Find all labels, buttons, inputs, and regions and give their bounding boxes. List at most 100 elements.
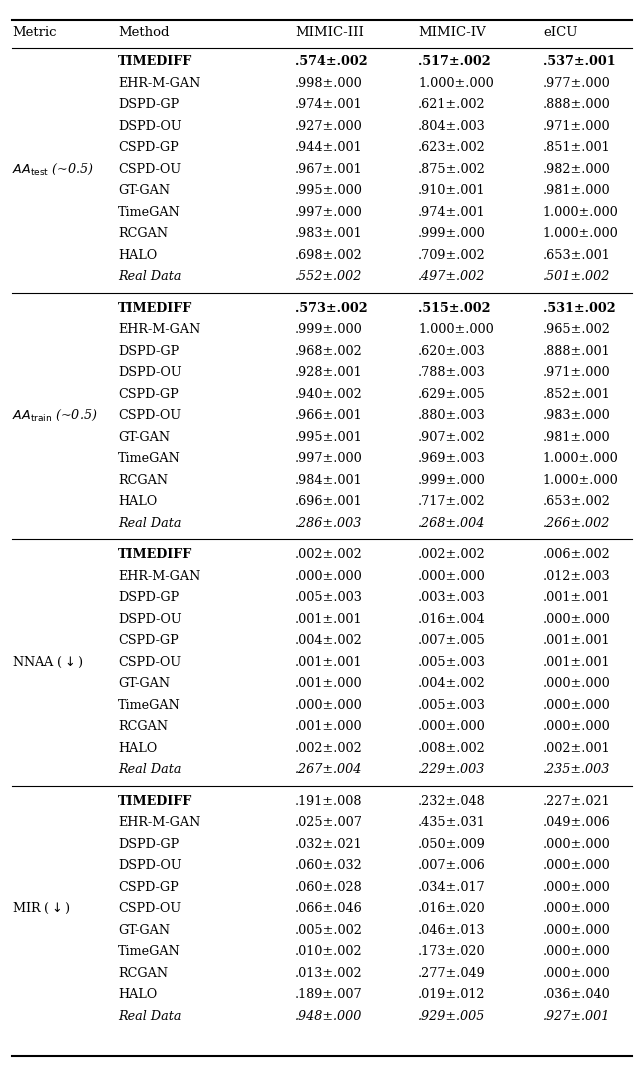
Text: .000±.000: .000±.000 (543, 837, 611, 851)
Text: .000±.000: .000±.000 (418, 720, 486, 734)
Text: CSPD-GP: CSPD-GP (118, 388, 179, 400)
Text: DSPD-GP: DSPD-GP (118, 98, 179, 111)
Text: .001±.000: .001±.000 (295, 720, 363, 734)
Text: .999±.000: .999±.000 (418, 227, 486, 240)
Text: .000±.000: .000±.000 (543, 860, 611, 873)
Text: .623±.002: .623±.002 (418, 141, 486, 154)
Text: .573±.002: .573±.002 (295, 302, 367, 315)
Text: .025±.007: .025±.007 (295, 816, 363, 829)
Text: .620±.003: .620±.003 (418, 345, 486, 358)
Text: CSPD-GP: CSPD-GP (118, 881, 179, 894)
Text: .944±.001: .944±.001 (295, 141, 363, 154)
Text: .984±.001: .984±.001 (295, 474, 363, 487)
Text: TimeGAN: TimeGAN (118, 698, 181, 711)
Text: TIMEDIFF: TIMEDIFF (118, 302, 192, 315)
Text: .232±.048: .232±.048 (418, 795, 486, 807)
Text: .497±.002: .497±.002 (418, 270, 485, 283)
Text: .191±.008: .191±.008 (295, 795, 362, 807)
Text: .005±.003: .005±.003 (418, 698, 486, 711)
Text: .049±.006: .049±.006 (543, 816, 611, 829)
Text: .981±.000: .981±.000 (543, 185, 611, 198)
Text: .910±.001: .910±.001 (418, 185, 486, 198)
Text: .629±.005: .629±.005 (418, 388, 486, 400)
Text: .971±.000: .971±.000 (543, 120, 611, 132)
Text: .036±.040: .036±.040 (543, 988, 611, 1002)
Text: .000±.000: .000±.000 (295, 698, 363, 711)
Text: TIMEDIFF: TIMEDIFF (118, 795, 192, 807)
Text: .173±.020: .173±.020 (418, 945, 486, 958)
Text: GT-GAN: GT-GAN (118, 924, 170, 937)
Text: .981±.000: .981±.000 (543, 430, 611, 443)
Text: .016±.004: .016±.004 (418, 613, 486, 626)
Text: .709±.002: .709±.002 (418, 249, 486, 262)
Text: .000±.000: .000±.000 (543, 924, 611, 937)
Text: .005±.002: .005±.002 (295, 924, 363, 937)
Text: .880±.003: .880±.003 (418, 409, 486, 422)
Text: .006±.002: .006±.002 (543, 548, 611, 562)
Text: EHR-M-GAN: EHR-M-GAN (118, 569, 200, 583)
Text: DSPD-GP: DSPD-GP (118, 592, 179, 604)
Text: MIR ($\downarrow$): MIR ($\downarrow$) (12, 901, 70, 916)
Text: .804±.003: .804±.003 (418, 120, 486, 132)
Text: .004±.002: .004±.002 (418, 677, 486, 690)
Text: .000±.000: .000±.000 (543, 881, 611, 894)
Text: .717±.002: .717±.002 (418, 496, 486, 508)
Text: .268±.004: .268±.004 (418, 517, 485, 530)
Text: .653±.001: .653±.001 (543, 249, 611, 262)
Text: Metric: Metric (12, 27, 56, 40)
Text: Real Data: Real Data (118, 270, 182, 283)
Text: .010±.002: .010±.002 (295, 945, 363, 958)
Text: RCGAN: RCGAN (118, 967, 168, 979)
Text: .003±.003: .003±.003 (418, 592, 486, 604)
Text: EHR-M-GAN: EHR-M-GAN (118, 816, 200, 829)
Text: .435±.031: .435±.031 (418, 816, 486, 829)
Text: .060±.028: .060±.028 (295, 881, 363, 894)
Text: .004±.002: .004±.002 (295, 634, 363, 647)
Text: .927±.000: .927±.000 (295, 120, 363, 132)
Text: 1.000±.000: 1.000±.000 (543, 474, 619, 487)
Text: .001±.001: .001±.001 (295, 613, 362, 626)
Text: $AA_{\mathrm{test}}$ (~0.5): $AA_{\mathrm{test}}$ (~0.5) (12, 161, 94, 177)
Text: .929±.005: .929±.005 (418, 1009, 485, 1023)
Text: .969±.003: .969±.003 (418, 452, 486, 466)
Text: .968±.002: .968±.002 (295, 345, 363, 358)
Text: .983±.000: .983±.000 (543, 409, 611, 422)
Text: .032±.021: .032±.021 (295, 837, 363, 851)
Text: DSPD-OU: DSPD-OU (118, 613, 182, 626)
Text: .788±.003: .788±.003 (418, 366, 486, 379)
Text: .537±.001: .537±.001 (543, 56, 616, 68)
Text: .007±.005: .007±.005 (418, 634, 486, 647)
Text: HALO: HALO (118, 496, 157, 508)
Text: .000±.000: .000±.000 (543, 698, 611, 711)
Text: .698±.002: .698±.002 (295, 249, 363, 262)
Text: .888±.000: .888±.000 (543, 98, 611, 111)
Text: .971±.000: .971±.000 (543, 366, 611, 379)
Text: .277±.049: .277±.049 (418, 967, 486, 979)
Text: .001±.000: .001±.000 (295, 677, 363, 690)
Text: .552±.002: .552±.002 (295, 270, 362, 283)
Text: .034±.017: .034±.017 (418, 881, 486, 894)
Text: .997±.000: .997±.000 (295, 452, 363, 466)
Text: .000±.000: .000±.000 (543, 720, 611, 734)
Text: .995±.000: .995±.000 (295, 185, 363, 198)
Text: .948±.000: .948±.000 (295, 1009, 362, 1023)
Text: .000±.000: .000±.000 (543, 613, 611, 626)
Text: .501±.002: .501±.002 (543, 270, 611, 283)
Text: NNAA ($\downarrow$): NNAA ($\downarrow$) (12, 655, 83, 670)
Text: DSPD-GP: DSPD-GP (118, 837, 179, 851)
Text: Real Data: Real Data (118, 764, 182, 776)
Text: TimeGAN: TimeGAN (118, 452, 181, 466)
Text: .001±.001: .001±.001 (295, 656, 362, 669)
Text: .940±.002: .940±.002 (295, 388, 363, 400)
Text: .046±.013: .046±.013 (418, 924, 486, 937)
Text: .852±.001: .852±.001 (543, 388, 611, 400)
Text: .019±.012: .019±.012 (418, 988, 486, 1002)
Text: DSPD-OU: DSPD-OU (118, 860, 182, 873)
Text: CSPD-OU: CSPD-OU (118, 902, 181, 915)
Text: .977±.000: .977±.000 (543, 77, 611, 90)
Text: .002±.001: .002±.001 (543, 742, 611, 755)
Text: .998±.000: .998±.000 (295, 77, 363, 90)
Text: .907±.002: .907±.002 (418, 430, 486, 443)
Text: GT-GAN: GT-GAN (118, 185, 170, 198)
Text: .875±.002: .875±.002 (418, 162, 486, 176)
